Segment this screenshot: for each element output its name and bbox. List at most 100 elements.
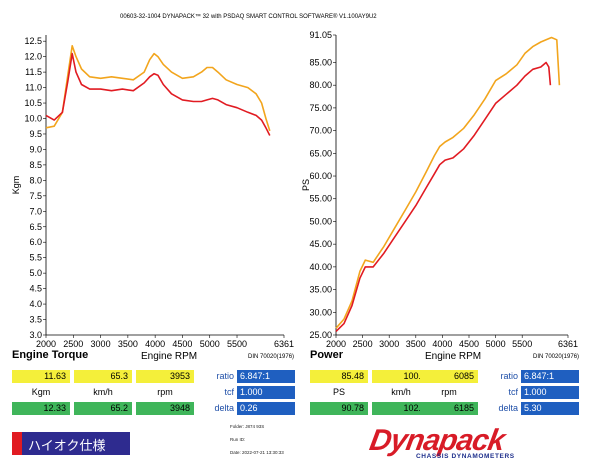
power-x-tick-label: 3500: [406, 339, 426, 349]
torque-x-tick-label: 3500: [118, 339, 138, 349]
left-delta-label: delta: [214, 403, 234, 413]
left-ratio-label: ratio: [216, 371, 234, 381]
right-ratio-label: ratio: [500, 371, 518, 381]
torque-y-tick-label: 10.0: [24, 114, 42, 124]
power-y-axis-label: PS: [301, 179, 311, 191]
left-row1-speed: 65.3: [74, 370, 132, 383]
power-y-tick-label: 80.00: [309, 80, 332, 90]
torque-y-tick-label: 12.0: [24, 52, 42, 62]
torque-x-tick-label: 5500: [227, 339, 247, 349]
power-y-tick-label: 30.00: [309, 307, 332, 317]
left-row2-torque: 12.33: [12, 402, 70, 415]
torque-y-tick-label: 8.0: [29, 175, 42, 185]
power-x-tick-label: 5500: [512, 339, 532, 349]
dynapack-logo: Dynapack CHASSIS DYNAMOMETERS: [367, 424, 560, 462]
left-tcf-label: tcf: [224, 387, 234, 397]
torque-y-tick-label: 9.5: [29, 129, 42, 139]
right-unit-rpm: rpm: [441, 387, 457, 397]
torque-y-tick-label: 3.0: [29, 330, 42, 340]
power-y-tick-label: 65.00: [309, 148, 332, 158]
right-section-title: Power: [310, 349, 344, 361]
fuel-badge: ハイオク仕様: [12, 432, 130, 455]
power-y-tick-label: 50.00: [309, 216, 332, 226]
left-unit-rpm: rpm: [157, 387, 173, 397]
torque-y-tick-label: 5.5: [29, 253, 42, 263]
right-row2-power: 90.78: [310, 402, 368, 415]
torque-y-tick-label: 11.0: [25, 83, 42, 93]
power-y-tick-label: 60.00: [309, 171, 332, 181]
torque-y-tick-label: 10.5: [24, 98, 42, 108]
torque-y-tick-label: 6.0: [29, 237, 42, 247]
left-row1-torque: 11.63: [12, 370, 70, 383]
torque-y-tick-label: 9.0: [29, 144, 42, 154]
power-y-tick-label: 70.00: [309, 126, 332, 136]
meta-date: Date: 2022-07-21 13:30:33: [230, 450, 284, 455]
right-delta-label: delta: [498, 403, 518, 413]
torque-y-tick-label: 5.0: [29, 268, 42, 278]
power-x-tick-label: 2000: [326, 339, 346, 349]
left-unit-kmh: km/h: [93, 387, 113, 397]
torque-y-tick-label: 4.0: [29, 299, 42, 309]
power-x-tick-label: 4500: [459, 339, 479, 349]
torque-y-tick-label: 7.0: [29, 206, 42, 216]
right-row1-speed: 100.5: [372, 370, 430, 383]
right-row1-rpm: 6085: [420, 370, 478, 383]
power-x-tick-label: 3000: [379, 339, 399, 349]
left-row2-speed: 65.2: [74, 402, 132, 415]
left-tcf-value: 1.000: [237, 386, 295, 399]
left-delta-value: 0.26: [237, 402, 295, 415]
power-x-tick-label: 5000: [486, 339, 506, 349]
left-row1-rpm: 3953: [136, 370, 194, 383]
right-row2-speed: 102.2: [372, 402, 430, 415]
power-series-red-line: [335, 61, 552, 332]
power-x-tick-label: 2500: [353, 339, 373, 349]
power-y-tick-label: 25.00: [309, 330, 332, 340]
badge-red-stripe: [12, 432, 22, 455]
left-xaxis-title: Engine RPM: [141, 351, 198, 362]
power-x-tick-label: 4000: [432, 339, 452, 349]
power-y-tick-label: 40.00: [309, 262, 332, 272]
power-y-tick-label: 45.00: [309, 239, 332, 249]
left-din-label: DIN 70020(1976): [248, 354, 295, 360]
right-tcf-value: 1.000: [521, 386, 579, 399]
logo-subtitle: CHASSIS DYNAMOMETERS: [416, 453, 515, 460]
badge-text: ハイオク仕様: [28, 438, 106, 453]
torque-x-tick-label: 5000: [200, 339, 220, 349]
torque-x-tick-label: 6361: [274, 339, 294, 349]
power-y-tick-label: 35.00: [309, 285, 332, 295]
torque-y-tick-label: 11.5: [25, 67, 42, 77]
power-y-tick-label: 91.05: [309, 30, 332, 40]
torque-series-orange-line: [45, 45, 271, 132]
left-unit-kgm: Kgm: [31, 387, 51, 397]
torque-series-red-line: [45, 52, 271, 136]
torque-x-tick-label: 4500: [172, 339, 192, 349]
left-section-title: Engine Torque: [12, 349, 89, 361]
torque-y-axis-label: Kgm: [11, 176, 21, 195]
torque-y-tick-label: 4.5: [29, 284, 42, 294]
right-unit-kmh: km/h: [391, 387, 411, 397]
right-row1-power: 85.48: [310, 370, 368, 383]
header-title: 00603-32-1004 DYNAPACK™ 32 with PSDAQ SM…: [120, 14, 377, 20]
right-unit-ps: PS: [332, 387, 345, 397]
left-row2-rpm: 3948: [136, 402, 194, 415]
power-y-tick-label: 55.00: [309, 194, 332, 204]
torque-x-tick-label: 2500: [63, 339, 83, 349]
torque-y-tick-label: 8.5: [29, 160, 42, 170]
power-series-orange-line: [335, 36, 561, 329]
left-ratio-value: 6.847:1: [237, 370, 295, 383]
right-ratio-value: 6.847:1: [521, 370, 579, 383]
right-delta-value: 5.30: [521, 402, 579, 415]
torque-x-tick-label: 3000: [91, 339, 111, 349]
power-y-tick-label: 75.00: [309, 103, 332, 113]
right-tcf-label: tcf: [508, 387, 518, 397]
torque-y-tick-label: 7.5: [29, 191, 42, 201]
power-x-tick-label: 6361: [558, 339, 578, 349]
right-xaxis-title: Engine RPM: [425, 351, 482, 362]
torque-y-tick-label: 6.5: [29, 222, 42, 232]
torque-y-tick-label: 3.5: [29, 315, 42, 325]
torque-y-tick-label: 12.5: [24, 36, 42, 46]
power-y-tick-label: 85.00: [309, 57, 332, 67]
meta-run-id: Run ID:: [230, 437, 246, 442]
torque-x-tick-label: 2000: [36, 339, 56, 349]
